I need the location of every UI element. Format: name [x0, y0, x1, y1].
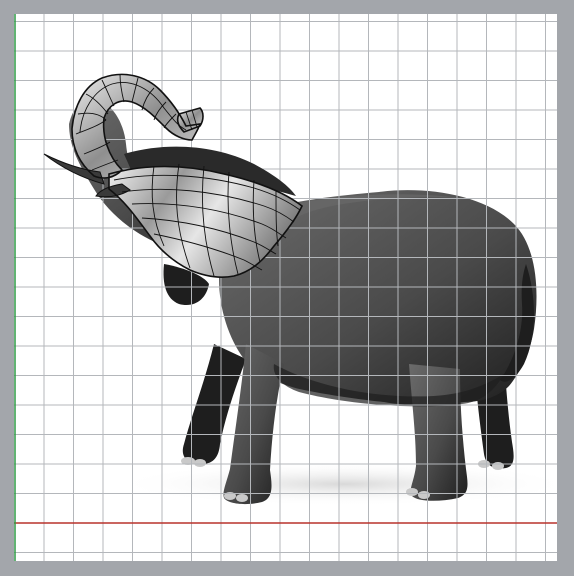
toenail [194, 459, 206, 467]
isoparm-curve [151, 165, 165, 247]
head-outline [108, 165, 303, 278]
isoparm-curve [79, 82, 187, 133]
elephant-head-nurbs-model[interactable] [43, 73, 303, 278]
isoparm-curve [176, 163, 191, 269]
isoparm-curve [202, 165, 215, 277]
reference-ear-edge [163, 264, 209, 306]
toenail [492, 462, 504, 470]
isoparm-curve [227, 171, 239, 275]
isoparm-curve [153, 233, 263, 271]
construction-grid [14, 14, 557, 561]
tail [500, 264, 534, 382]
isoparm-curve [83, 141, 111, 155]
isoparm-curve [113, 174, 301, 211]
left-tusk[interactable] [43, 153, 105, 185]
isoparm-curve [121, 188, 295, 223]
near-hind-leg [409, 364, 468, 501]
isoparm-curve [153, 101, 167, 121]
trunk-outline [71, 73, 202, 179]
right-tusk[interactable] [95, 183, 131, 198]
belly-shadow [273, 364, 504, 407]
trunk-surface[interactable] [72, 74, 200, 178]
isoparm-curve [131, 77, 139, 103]
isoparm-curve [119, 73, 125, 103]
trunk-tip-outline [176, 107, 204, 133]
isoparm-curve [185, 111, 193, 131]
viewport-scene[interactable] [14, 14, 557, 561]
ground-shadow [114, 462, 557, 506]
isoparm-curve [91, 159, 119, 171]
perspective-viewport[interactable] [14, 14, 557, 561]
isoparm-curve [131, 203, 287, 239]
toenail [418, 491, 430, 499]
isoparm-curve [252, 179, 261, 263]
toenail [406, 488, 418, 496]
toenail [236, 494, 248, 502]
